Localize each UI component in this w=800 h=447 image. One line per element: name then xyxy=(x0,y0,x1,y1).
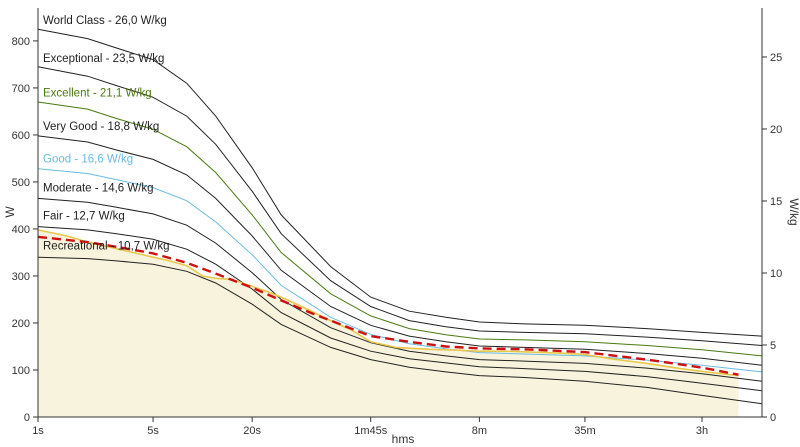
model-line xyxy=(37,235,739,376)
level-line-moderate xyxy=(37,197,763,382)
x-tick-label: 35m xyxy=(574,425,595,437)
y-left-tick-label: 0 xyxy=(24,412,30,424)
y-right-tick-label: 10 xyxy=(770,268,782,280)
y-left-tick-label: 500 xyxy=(12,177,30,189)
level-label-moderate: Moderate - 14,6 W/kg xyxy=(43,183,154,195)
x-tick-label: 20s xyxy=(243,425,261,437)
effort-line-layer xyxy=(37,229,739,377)
level-label-world-class: World Class - 26,0 W/kg xyxy=(43,15,167,27)
x-axis-title: hms xyxy=(392,432,415,446)
effort-line xyxy=(37,229,739,377)
level-line-world-class xyxy=(37,28,763,337)
y-right-tick-label: 15 xyxy=(770,196,782,208)
y-left-tick-label: 700 xyxy=(12,83,30,95)
y-left-tick-label: 200 xyxy=(12,318,30,330)
level-label-exceptional: Exceptional - 23,5 W/kg xyxy=(43,53,164,65)
y-right-tick-label: 25 xyxy=(770,52,782,64)
y-left-tick-label: 400 xyxy=(12,224,30,236)
level-label-excellent: Excellent - 21,1 W/kg xyxy=(43,87,152,99)
level-label-fair: Fair - 12,7 W/kg xyxy=(43,211,125,223)
x-tick-label: 3h xyxy=(696,425,708,437)
effort-area xyxy=(38,229,739,417)
y-right-tick-label: 0 xyxy=(770,412,776,424)
level-line-exceptional xyxy=(37,66,763,346)
x-tick-label: 1m45s xyxy=(354,425,388,437)
effort-area-layer xyxy=(38,229,739,417)
level-line-very-good xyxy=(37,135,763,366)
y-left-tick-label: 800 xyxy=(12,36,30,48)
y-left-tick-label: 300 xyxy=(12,271,30,283)
model-line-layer xyxy=(37,235,739,376)
y-right-axis-title: W/kg xyxy=(787,198,800,225)
x-tick-label: 5s xyxy=(147,425,159,437)
x-tick-label: 8m xyxy=(472,425,487,437)
level-line-excellent xyxy=(37,101,763,357)
y-left-tick-label: 600 xyxy=(12,130,30,142)
y-right-tick-label: 20 xyxy=(770,124,782,136)
y-left-tick-label: 100 xyxy=(12,365,30,377)
level-label-very-good: Very Good - 18,8 W/kg xyxy=(43,121,159,133)
level-labels-layer: World Class - 26,0 W/kg Exceptional - 23,… xyxy=(43,15,170,252)
y-left-axis-title: W xyxy=(3,206,17,218)
level-label-good: Good - 16,6 W/kg xyxy=(43,153,133,165)
level-line-recreational xyxy=(37,256,763,405)
level-label-recreational: Recreational - 10,7 W/kg xyxy=(43,241,170,253)
level-line-fair xyxy=(37,226,763,392)
level-lines-layer xyxy=(37,28,763,405)
y-right-tick-label: 5 xyxy=(770,340,776,352)
axes-layer: 0 100 200 300 400 500 600 700 800 0 5 10 15 20 25 1s 5s 2… xyxy=(12,8,782,437)
x-tick-label: 1s xyxy=(32,425,44,437)
